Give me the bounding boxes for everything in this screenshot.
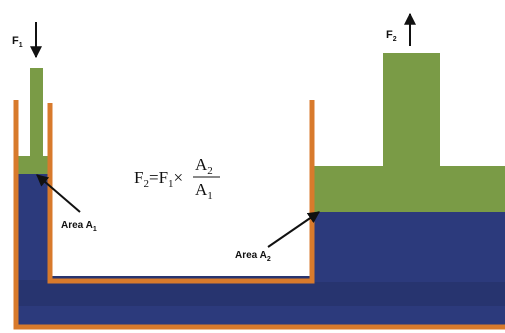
vessel-outer-wall bbox=[13, 100, 505, 330]
fluid-left-column bbox=[14, 174, 50, 280]
area-a1-pointer bbox=[36, 174, 81, 213]
large-piston-plate bbox=[313, 166, 505, 212]
vessel-walls bbox=[13, 100, 505, 330]
formula-denominator: A1 bbox=[195, 180, 213, 202]
label-f1: F1 bbox=[12, 35, 23, 49]
pascal-formula: F2=F1× A2 A1 bbox=[134, 155, 220, 202]
small-piston-rod bbox=[30, 68, 43, 156]
formula-numerator: A2 bbox=[195, 155, 213, 177]
vessel-inner-wall bbox=[47, 100, 315, 284]
formula-lhs: F2=F1× bbox=[134, 168, 183, 190]
small-piston-plate bbox=[18, 156, 50, 174]
large-piston-rod bbox=[383, 53, 440, 166]
label-area-a1: Area A1 bbox=[61, 220, 97, 233]
label-f2: F2 bbox=[386, 29, 397, 43]
area-a2-pointer bbox=[267, 211, 320, 248]
label-area-a2: Area A2 bbox=[235, 250, 271, 263]
fluid-right-chamber bbox=[313, 212, 505, 282]
